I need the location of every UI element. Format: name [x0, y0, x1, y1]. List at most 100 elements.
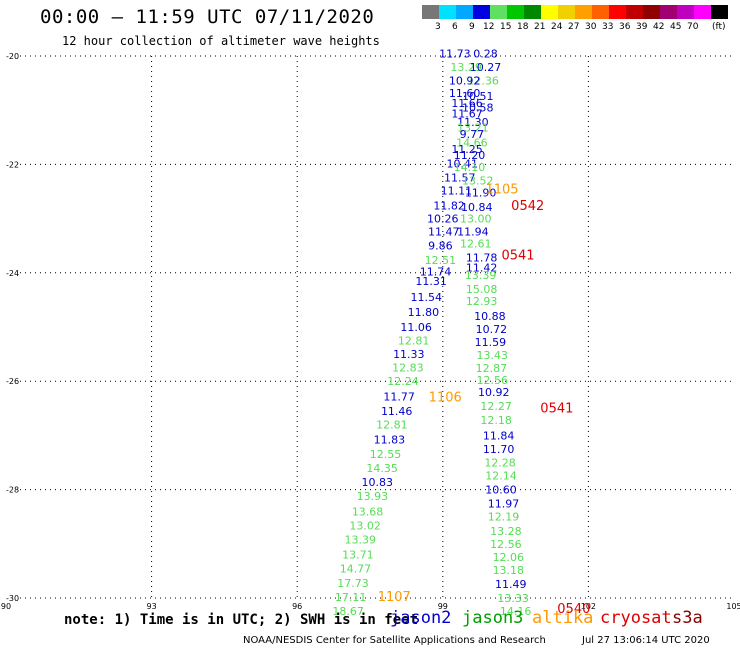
wave-height-label: 13.21 — [457, 122, 489, 135]
wave-height-label: 9.86 — [428, 240, 453, 253]
wave-height-label: 12.14 — [485, 470, 517, 483]
wave-height-label: 11.83 — [374, 434, 406, 447]
wave-height-label: 13.39 — [465, 269, 497, 282]
wave-height-label: 12.36 — [467, 74, 499, 87]
legend-cryosat: cryosat — [600, 608, 672, 628]
x-tick-label: 93 — [147, 602, 157, 611]
orbit-time-label: 1106 — [429, 390, 462, 405]
wave-height-label: 13.18 — [493, 564, 525, 577]
wave-height-label: 11.57 — [444, 171, 476, 184]
wave-height-label: 11.90 — [465, 187, 497, 200]
scale-swatch — [643, 5, 660, 19]
orbit-time-label: 1107 — [378, 590, 411, 605]
scale-swatch — [456, 5, 473, 19]
wave-height-label: 12.55 — [370, 448, 402, 461]
y-tick-label: -24 — [6, 269, 19, 278]
scale-swatch — [490, 5, 507, 19]
wave-height-label: 11.70 — [483, 443, 515, 456]
scale-swatch — [677, 5, 694, 19]
y-tick-label: -26 — [6, 377, 19, 386]
scale-label: 6 — [452, 22, 458, 32]
wave-height-label: 10.26 — [427, 213, 459, 226]
wave-height-label: 12.27 — [480, 400, 512, 413]
wave-height-label: 12.56 — [490, 538, 522, 551]
orbit-time-label: 0542 — [511, 199, 544, 214]
scale-swatch — [422, 5, 439, 19]
scale-label: 12 — [483, 22, 495, 32]
wave-height-label: 11.97 — [488, 498, 520, 511]
wave-height-label: 11.25 — [451, 143, 483, 156]
wave-height-label: 9.77 — [460, 128, 485, 141]
wave-height-label: 11.66 — [451, 97, 483, 110]
wave-height-label: 11.60 — [449, 87, 481, 100]
x-tick-label: 96 — [292, 602, 302, 611]
scale-label: 3 — [435, 22, 441, 32]
scale-swatch — [711, 5, 728, 19]
orbit-time-label: 0541 — [540, 401, 573, 416]
wave-height-label: 11.59 — [475, 336, 507, 349]
wave-height-label: 12.51 — [425, 254, 457, 267]
orbit-time-label: 0540 — [557, 602, 590, 617]
legend-altika: altika — [532, 608, 594, 628]
x-tick-label: 105 — [726, 602, 740, 611]
y-tick-label: -20 — [6, 52, 19, 61]
color-scale-bar — [422, 5, 728, 19]
y-tick-label: -30 — [6, 594, 19, 603]
wave-height-label: 11.54 — [411, 291, 443, 304]
scale-label: 39 — [636, 22, 648, 32]
wave-height-label: 11.80 — [408, 306, 440, 319]
wave-height-label: 13.93 — [357, 490, 389, 503]
scale-label: 33 — [602, 22, 614, 32]
orbit-time-label: 0541 — [501, 248, 534, 263]
wave-height-label: 11.06 — [400, 321, 432, 334]
scale-label: 15 — [500, 22, 512, 32]
wave-height-label: 10.60 — [485, 484, 517, 497]
scale-swatch — [660, 5, 677, 19]
wave-height-label: 13.71 — [342, 549, 374, 562]
wave-height-label: 13.52 — [462, 175, 494, 188]
wave-height-label: 11.33 — [393, 348, 425, 361]
scale-swatch — [694, 5, 711, 19]
wave-height-label: 11.74 — [420, 266, 452, 279]
wave-height-label: 17.11 — [335, 591, 367, 604]
x-tick-label: 102 — [581, 602, 596, 611]
wave-height-label: 14.77 — [340, 563, 372, 576]
wave-height-label: 10.41 — [446, 157, 478, 170]
wave-height-label: 12.18 — [480, 414, 512, 427]
scale-swatch — [439, 5, 456, 19]
wave-height-label: 11.30 — [457, 116, 489, 129]
wave-height-label: 10.51 — [462, 90, 494, 103]
wave-height-label: 10.72 — [476, 323, 508, 336]
y-tick-label: -22 — [6, 160, 19, 169]
wave-height-label: 10.84 — [461, 201, 493, 214]
wave-height-label: 11.31 — [415, 275, 447, 288]
wave-height-label: 11.67 — [451, 107, 483, 120]
wave-height-label: 11.47 — [428, 226, 460, 239]
scale-swatch — [473, 5, 490, 19]
wave-height-label: 12.81 — [398, 335, 430, 348]
wave-height-label: 12.87 — [476, 362, 508, 375]
scale-unit: (ft) — [712, 22, 726, 32]
scale-label: 42 — [653, 22, 665, 32]
wave-height-label: 11.77 — [383, 390, 415, 403]
wave-height-label: 17.73 — [337, 577, 369, 590]
scale-swatch — [609, 5, 626, 19]
wave-height-label: 14.16 — [500, 605, 532, 618]
wave-height-label: 13.02 — [349, 519, 381, 532]
wave-height-label: 12.61 — [460, 238, 492, 251]
wave-height-label: 10.58 — [462, 101, 494, 114]
wave-height-label: 14.35 — [366, 462, 398, 475]
footer-timestamp: Jul 27 13:06:14 UTC 2020 — [582, 635, 710, 646]
wave-height-label: 13.68 — [352, 505, 384, 518]
wave-height-label: 11.73 — [439, 47, 471, 60]
wave-height-label: 10.92 — [449, 74, 481, 87]
wave-height-label: 18.67 — [332, 605, 364, 618]
x-tick-label: 90 — [1, 602, 11, 611]
wave-height-label: 11.78 — [466, 252, 498, 265]
wave-height-label: 12.56 — [477, 374, 509, 387]
wave-height-label: 15.08 — [466, 283, 498, 296]
wave-height-label: 11.42 — [466, 261, 498, 274]
scale-swatch — [575, 5, 592, 19]
